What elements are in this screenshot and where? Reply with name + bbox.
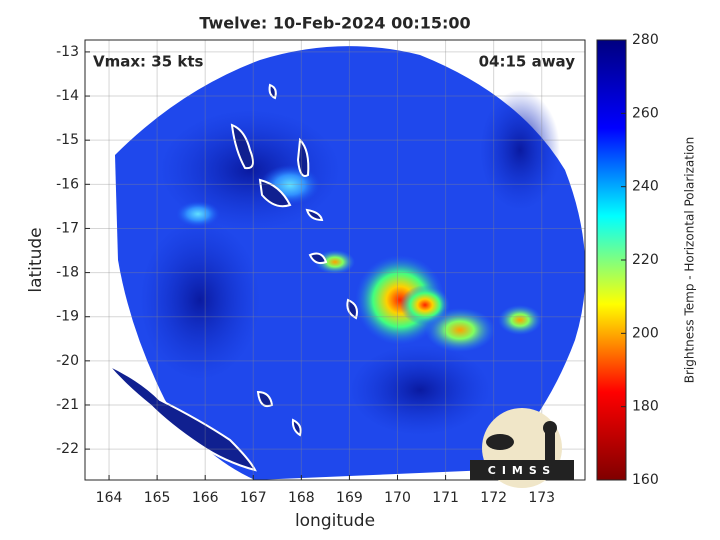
logo-text: CIMSS	[488, 464, 556, 477]
y-tick-label: -16	[56, 176, 79, 192]
y-tick-label: -17	[56, 220, 79, 236]
y-tick-label: -18	[56, 265, 79, 281]
x-tick-label: 165	[144, 490, 171, 506]
y-tick-label: -20	[56, 353, 79, 369]
colorbar-tick-label: 220	[632, 252, 659, 268]
grid	[85, 40, 585, 480]
x-tick-label: 164	[96, 490, 123, 506]
coastlines	[107, 83, 358, 472]
x-tick-label: 167	[240, 490, 267, 506]
annotation: 04:15 away	[479, 53, 576, 71]
y-tick-label: -13	[56, 44, 79, 60]
x-tick-label: 171	[432, 490, 459, 506]
chart-title: Twelve: 10-Feb-2024 00:15:00	[199, 14, 470, 33]
x-tick-label: 168	[288, 490, 315, 506]
y-tick-label: -14	[56, 88, 79, 104]
plot-frame	[84, 39, 586, 481]
y-tick-label: -15	[56, 132, 79, 148]
colorbar-tick-label: 260	[632, 105, 659, 121]
colorbar-tick-label: 280	[632, 32, 659, 48]
y-tick-label: -19	[56, 309, 79, 325]
colorbar-tick-label: 200	[632, 325, 659, 341]
x-tick-label: 169	[336, 490, 363, 506]
y-tick-label: -21	[56, 397, 79, 413]
logo: CIMSS	[470, 408, 574, 488]
colorbar-tick-label: 180	[632, 399, 659, 415]
y-axis-label: latitude	[26, 227, 46, 292]
x-tick-label: 173	[528, 490, 555, 506]
x-tick-label: 172	[480, 490, 507, 506]
colorbar-tick-label: 240	[632, 179, 659, 195]
colorbar-tick-label: 160	[632, 472, 659, 488]
x-tick-label: 170	[384, 490, 411, 506]
colorbar-label: Brightness Temp - Horizontal Polarizatio…	[683, 137, 697, 384]
x-tick-label: 166	[192, 490, 219, 506]
annotation: Vmax: 35 kts	[93, 53, 203, 71]
y-tick-label: -22	[56, 441, 79, 457]
x-axis-label: longitude	[295, 511, 375, 531]
